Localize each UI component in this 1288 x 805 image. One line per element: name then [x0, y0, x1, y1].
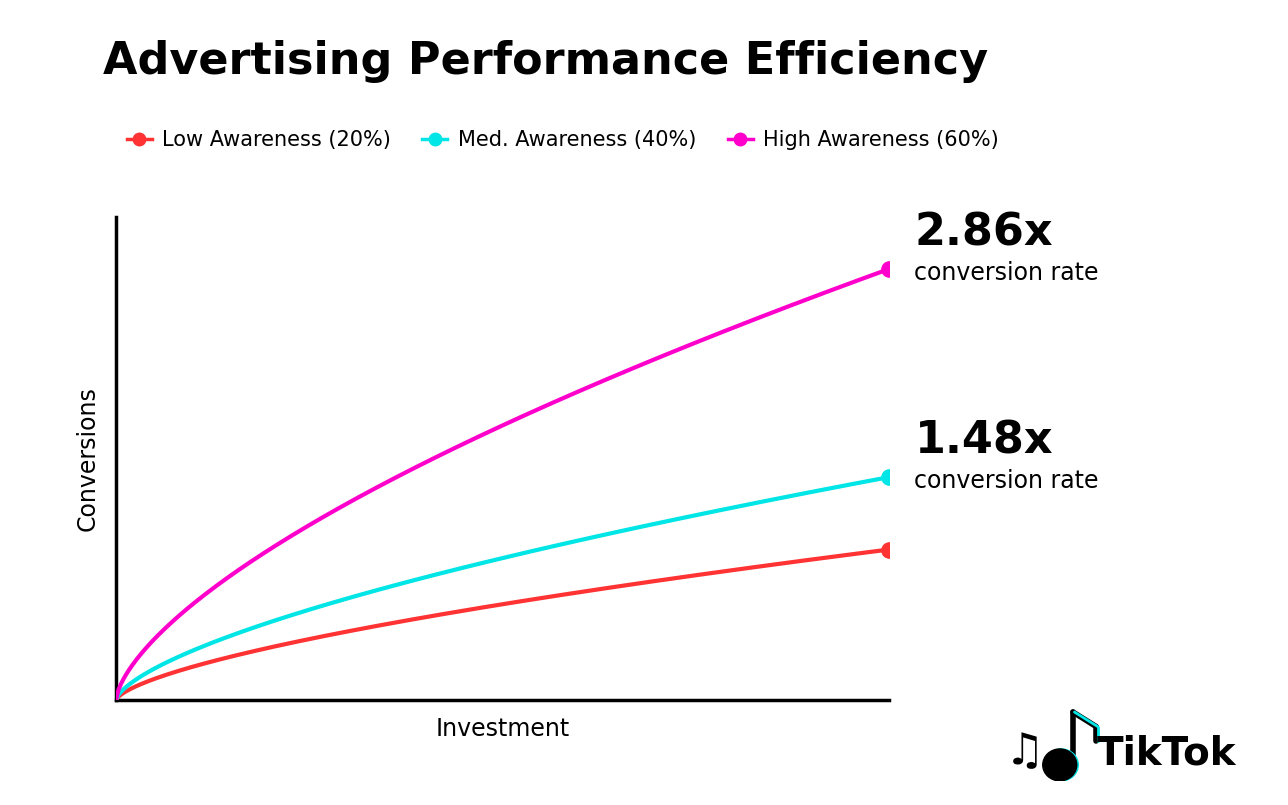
Circle shape — [1043, 749, 1077, 781]
Text: conversion rate: conversion rate — [914, 261, 1099, 285]
Text: 1.48x: 1.48x — [914, 419, 1054, 462]
Circle shape — [1045, 749, 1078, 781]
Text: 2.86x: 2.86x — [914, 212, 1054, 254]
Text: conversion rate: conversion rate — [914, 469, 1099, 493]
Text: Advertising Performance Efficiency: Advertising Performance Efficiency — [103, 40, 988, 83]
Circle shape — [1045, 750, 1075, 779]
Text: TikTok: TikTok — [1097, 735, 1236, 773]
Y-axis label: Conversions: Conversions — [75, 386, 99, 531]
Text: ♫: ♫ — [1005, 730, 1045, 773]
X-axis label: Investment: Investment — [435, 717, 569, 741]
Legend: Low Awareness (20%), Med. Awareness (40%), High Awareness (60%): Low Awareness (20%), Med. Awareness (40%… — [118, 122, 1007, 158]
